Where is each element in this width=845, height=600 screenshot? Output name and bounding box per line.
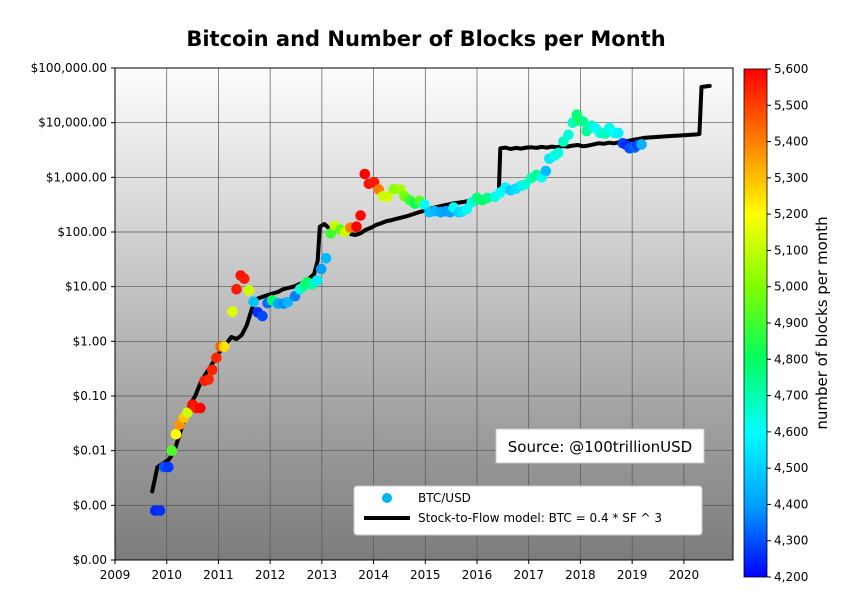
y-tick-label: $1.00 — [73, 334, 107, 348]
colorbar — [743, 68, 768, 578]
btc-price-point — [351, 221, 362, 232]
colorbar-tick-label: 5,100 — [774, 243, 808, 257]
stock-to-flow-series — [150, 83, 712, 494]
colorbar-ticks: 4,200 4,300 4,400 4,500 4,600 4,700 4,800 4,900… — [767, 62, 808, 584]
colorbar-tick-label: 4,300 — [774, 534, 808, 548]
btc-price-point — [206, 364, 218, 376]
colorbar-tick-label: 5,200 — [774, 207, 808, 221]
btc-price-point — [382, 191, 393, 203]
colorbar-tick-label: 4,500 — [774, 461, 808, 475]
y-tick-label: $100,000.00 — [31, 61, 107, 75]
btc-price-point — [316, 263, 327, 275]
btc-price-point — [203, 374, 214, 385]
btc-price-point — [243, 285, 255, 296]
y-tick-label: $0.01 — [73, 444, 107, 458]
y-tick-label: $10.00 — [65, 280, 107, 294]
x-tick-label: 2014 — [358, 568, 389, 582]
x-tick-label: 2017 — [513, 568, 544, 582]
x-tick-label: 2019 — [617, 568, 648, 582]
btc-price-point — [163, 461, 174, 473]
x-axis-ticks: 2009 2010 2011 2012 2013 2014 2015 2016 2017 2018… — [100, 560, 699, 582]
colorbar-tick-label: 5,000 — [774, 280, 808, 294]
btc-price-point — [563, 129, 574, 141]
source-text: Source: @100trillionUSD — [508, 438, 692, 456]
y-tick-label: $10,000.00 — [38, 116, 107, 130]
btc-price-point — [231, 283, 242, 295]
x-tick-label: 2013 — [307, 568, 338, 582]
colorbar-tick-label: 5,500 — [774, 98, 808, 112]
x-tick-label: 2011 — [203, 568, 234, 582]
btc-price-point — [257, 310, 268, 322]
legend-label-btc-usd: BTC/USD — [418, 491, 471, 505]
colorbar-label: number of blocks per month — [813, 216, 831, 429]
btc-price-point — [154, 505, 166, 516]
btc-price-point — [355, 210, 366, 221]
y-tick-label: $100.00 — [57, 225, 107, 239]
btc-price-point — [311, 275, 323, 286]
btc-price-point — [320, 252, 332, 264]
btc-price-point — [359, 168, 371, 180]
x-tick-label: 2012 — [255, 568, 286, 582]
x-tick-label: 2010 — [151, 568, 182, 582]
x-tick-label: 2015 — [410, 568, 441, 582]
legend-marker-btc-usd — [382, 493, 392, 503]
y-tick-label: $1,000.00 — [46, 170, 107, 184]
btc-price-point — [419, 199, 430, 210]
x-tick-label: 2009 — [100, 568, 131, 582]
colorbar-tick-label: 5,600 — [774, 62, 808, 76]
btc-price-point — [540, 165, 552, 177]
btc-price-point — [552, 147, 564, 159]
y-tick-label: $0.00 — [73, 498, 107, 512]
colorbar-tick-label: 4,800 — [774, 352, 808, 366]
x-tick-label: 2016 — [462, 568, 493, 582]
legend: BTC/USD Stock-to-Flow model: BTC = 0.4 *… — [353, 485, 703, 536]
y-tick-label: $0.10 — [73, 389, 107, 403]
y-tick-label: $0.00 — [73, 553, 107, 567]
colorbar-tick-label: 4,600 — [774, 425, 808, 439]
btc-price-point — [636, 139, 647, 150]
legend-label-stock-to-flow: Stock-to-Flow model: BTC = 0.4 * SF ^ 3 — [418, 511, 662, 525]
chart-title: Bitcoin and Number of Blocks per Month — [186, 27, 665, 51]
colorbar-tick-label: 4,700 — [774, 389, 808, 403]
colorbar-tick-label: 5,300 — [774, 171, 808, 185]
btc-price-point — [282, 296, 294, 308]
colorbar-tick-label: 4,400 — [774, 497, 808, 511]
btc-price-point — [195, 402, 206, 414]
source-annotation: Source: @100trillionUSD — [495, 428, 705, 464]
stock-to-flow-line — [150, 83, 712, 494]
colorbar-tick-label: 4,200 — [774, 570, 808, 584]
btc-price-point — [218, 341, 230, 352]
btc-price-point — [170, 428, 182, 440]
btc-price-point — [227, 306, 238, 317]
btc-price-point — [239, 273, 250, 285]
btc-price-point — [612, 127, 624, 139]
colorbar-tick-label: 5,400 — [774, 135, 808, 149]
btc-price-point — [166, 445, 178, 457]
btc-price-point — [577, 116, 589, 127]
plot-frame — [114, 67, 734, 561]
y-axis-ticks: $0.00 $0.00 $0.01 $0.10 $1.00 $10.00 $100.00 $1… — [31, 61, 115, 567]
btc-price-point — [211, 352, 222, 364]
legend-box — [353, 485, 703, 536]
btc-price-point — [248, 296, 259, 308]
colorbar-tick-label: 4,900 — [774, 316, 808, 330]
btc-price-point — [182, 407, 193, 418]
x-tick-label: 2018 — [565, 568, 596, 582]
source-box — [495, 428, 705, 464]
x-tick-label: 2020 — [669, 568, 700, 582]
btc-usd-series — [150, 109, 647, 516]
